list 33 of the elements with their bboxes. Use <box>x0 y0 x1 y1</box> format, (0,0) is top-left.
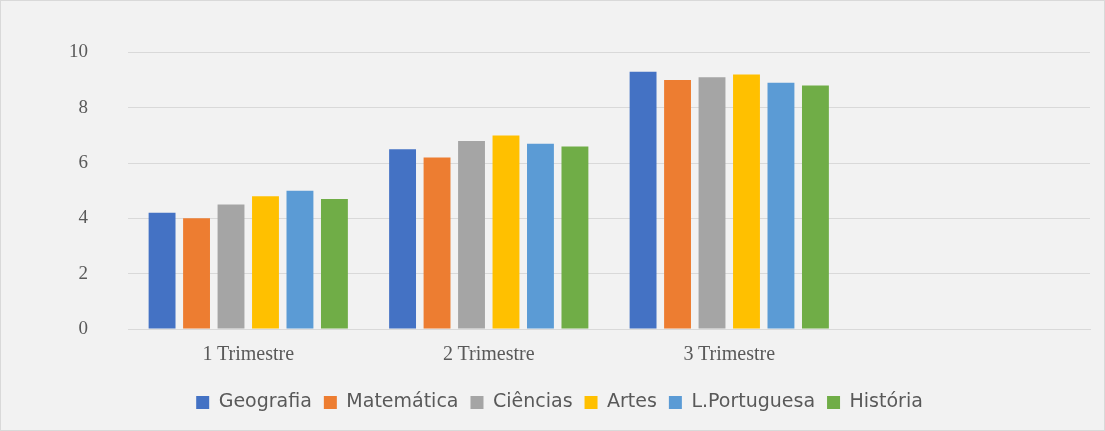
bar <box>252 196 279 329</box>
bar <box>629 71 657 329</box>
y-tick-label: 2 <box>78 261 88 283</box>
legend-label: L.Portuguesa <box>691 389 816 412</box>
y-tick-label: 4 <box>78 206 89 228</box>
y-tick-label: 10 <box>69 40 88 62</box>
bar <box>148 212 176 329</box>
bar <box>801 85 829 329</box>
bar <box>527 143 554 329</box>
bar <box>389 149 417 329</box>
legend-label: História <box>849 389 923 412</box>
bar <box>423 157 451 329</box>
bar <box>492 135 520 329</box>
legend-label: Matemática <box>346 389 459 412</box>
bar <box>767 82 795 329</box>
bar <box>664 80 691 329</box>
bar <box>733 74 760 329</box>
x-tick-label: 2 Trimestre <box>442 342 535 365</box>
legend-label: Geografia <box>218 389 312 412</box>
bar <box>561 146 589 329</box>
bar <box>458 140 485 329</box>
x-tick-label: 3 Trimestre <box>683 342 776 365</box>
bar <box>698 77 726 329</box>
y-tick-label: 6 <box>78 151 88 173</box>
bar <box>183 218 210 329</box>
bar <box>320 199 348 329</box>
y-tick-label: 0 <box>78 316 88 338</box>
x-tick-label: 1 Trimestre <box>202 342 295 365</box>
legend-label: Artes <box>607 389 657 412</box>
bar <box>286 190 314 329</box>
legend-label: Ciências <box>492 389 573 412</box>
y-tick-label: 8 <box>78 95 88 117</box>
bar <box>217 204 245 329</box>
